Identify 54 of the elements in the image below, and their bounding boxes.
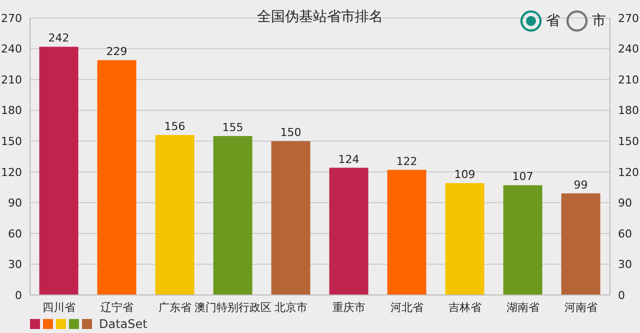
y2-tick-label: 90 bbox=[618, 196, 632, 210]
bar bbox=[561, 193, 600, 295]
y-tick-label: 210 bbox=[1, 73, 22, 86]
bar bbox=[445, 183, 484, 295]
y2-tick-label: 30 bbox=[618, 258, 632, 272]
x-tick-label: 四川省 bbox=[42, 300, 76, 314]
y2-tick-label: 270 bbox=[618, 12, 639, 25]
data-label: 124 bbox=[338, 152, 360, 166]
x-tick-label: 广东省 bbox=[158, 300, 192, 314]
y-tick-label: 90 bbox=[8, 196, 22, 210]
x-tick-label: 湖南省 bbox=[506, 300, 540, 314]
x-tick-label: 北京市 bbox=[274, 300, 308, 314]
bar bbox=[97, 60, 136, 295]
y-tick-label: 240 bbox=[1, 42, 22, 56]
data-label: 122 bbox=[396, 154, 418, 168]
y-tick-label: 30 bbox=[8, 258, 22, 272]
data-label: 242 bbox=[48, 32, 70, 45]
bar bbox=[271, 141, 310, 295]
y-tick-label: 120 bbox=[1, 166, 22, 179]
y-tick-label: 60 bbox=[8, 227, 22, 240]
x-tick-label: 河南省 bbox=[564, 300, 598, 314]
data-label: 99 bbox=[574, 178, 588, 192]
y2-tick-label: 150 bbox=[618, 135, 639, 148]
y-tick-label: 270 bbox=[1, 12, 22, 25]
y-tick-label: 150 bbox=[1, 135, 22, 148]
data-label: 155 bbox=[222, 120, 244, 134]
y2-tick-label: 210 bbox=[618, 73, 639, 86]
chart-title: 全国伪基站省市排名 bbox=[257, 9, 383, 25]
y-tick-label: 0 bbox=[15, 288, 22, 302]
bar bbox=[387, 170, 426, 295]
y2-tick-label: 180 bbox=[618, 104, 639, 118]
bar bbox=[213, 136, 252, 295]
data-label: 156 bbox=[164, 120, 186, 133]
x-tick-label: 澳门特别行政区 bbox=[194, 300, 272, 314]
bar bbox=[329, 168, 368, 295]
bar bbox=[39, 46, 78, 295]
x-tick-label: 重庆市 bbox=[332, 300, 366, 314]
x-tick-label: 吉林省 bbox=[448, 300, 482, 314]
y-tick-label: 180 bbox=[1, 104, 22, 118]
data-label: 109 bbox=[454, 168, 476, 182]
bar bbox=[155, 134, 194, 295]
x-tick-label: 河北省 bbox=[390, 300, 424, 314]
y2-tick-label: 120 bbox=[618, 166, 639, 179]
y2-tick-label: 240 bbox=[618, 42, 639, 56]
data-label: 150 bbox=[280, 126, 302, 140]
bar bbox=[503, 185, 542, 295]
legend-label: DataSet bbox=[99, 317, 148, 331]
data-label: 229 bbox=[106, 45, 128, 58]
y2-tick-label: 60 bbox=[618, 227, 632, 240]
y2-tick-label: 0 bbox=[618, 288, 625, 302]
annotation: 省 bbox=[546, 12, 560, 30]
data-label: 107 bbox=[512, 170, 534, 184]
x-tick-label: 辽宁省 bbox=[100, 300, 134, 314]
annotation: 市 bbox=[592, 12, 606, 30]
